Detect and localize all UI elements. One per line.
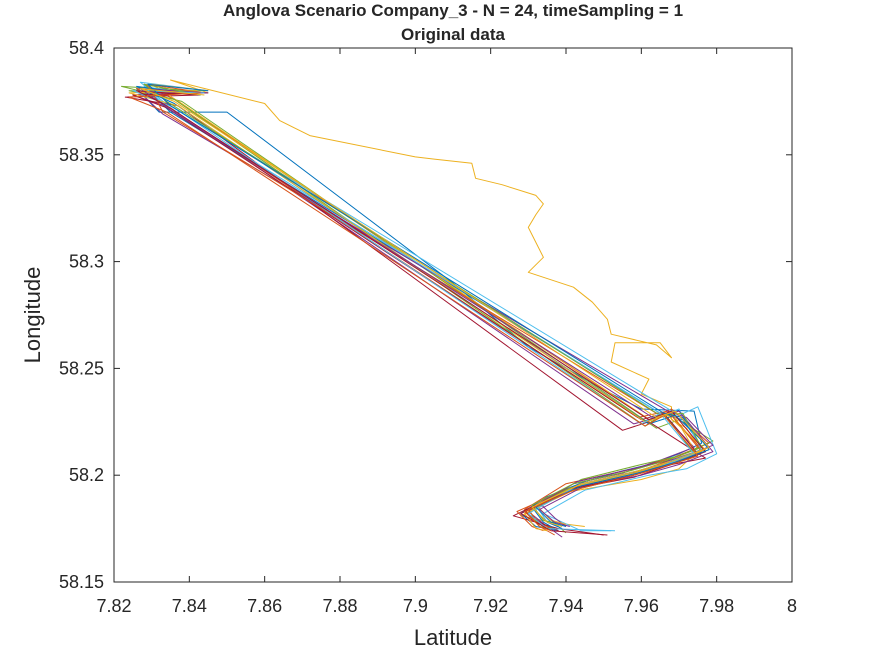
series-line-23 <box>128 92 699 532</box>
chart-subtitle: Original data <box>401 25 505 44</box>
x-tick-label: 7.88 <box>322 596 357 616</box>
x-tick-label: 7.82 <box>96 596 131 616</box>
y-tick-label: 58.25 <box>59 358 104 378</box>
y-tick-label: 58.35 <box>59 145 104 165</box>
y-tick-label: 58.4 <box>69 38 104 58</box>
plot-area <box>114 48 792 582</box>
y-tick-label: 58.15 <box>59 572 104 592</box>
series-line-22 <box>147 83 710 527</box>
series-line-16 <box>147 83 703 530</box>
series-lines <box>121 79 718 538</box>
series-line-21 <box>136 90 706 536</box>
axis-ticks: 7.82 7.84 7.86 7.88 7.9 7.92 7.94 7.96 7.98 8 58.1… <box>59 38 797 616</box>
y-tick-label: 58.3 <box>69 252 104 272</box>
x-tick-label: 7.94 <box>548 596 583 616</box>
x-tick-label: 7.96 <box>624 596 659 616</box>
x-axis-label: Latitude <box>414 625 492 650</box>
y-axis-label: Longitude <box>20 267 45 364</box>
x-tick-label: 7.86 <box>247 596 282 616</box>
x-tick-label: 8 <box>787 596 797 616</box>
series-line-2 <box>136 88 703 532</box>
series-line-6 <box>139 81 718 532</box>
x-tick-label: 7.9 <box>403 596 428 616</box>
y-tick-label: 58.2 <box>69 465 104 485</box>
series-line-18 <box>139 88 714 527</box>
series-line-24 <box>139 88 710 527</box>
x-tick-label: 7.92 <box>473 596 508 616</box>
series-line-20 <box>132 90 695 532</box>
plot-box <box>113 47 793 583</box>
x-tick-label: 7.98 <box>699 596 734 616</box>
x-tick-label: 7.84 <box>172 596 207 616</box>
chart-title: Anglova Scenario Company_3 - N = 24, tim… <box>223 1 683 20</box>
